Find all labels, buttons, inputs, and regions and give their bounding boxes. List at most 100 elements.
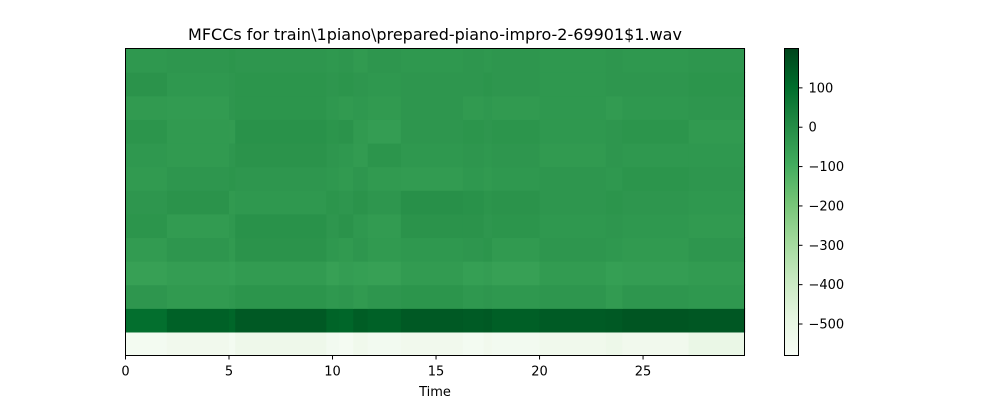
heatmap-cell	[125, 237, 168, 262]
heatmap-cell	[235, 142, 327, 168]
heatmap-cell	[539, 95, 607, 120]
heatmap-cell	[229, 72, 236, 97]
heatmap-cell	[483, 72, 493, 97]
heatmap-cell	[125, 190, 168, 215]
heatmap-cell	[229, 119, 236, 144]
heatmap-cell	[483, 261, 493, 286]
heatmap-cell	[462, 95, 485, 120]
heatmap-cell	[462, 308, 485, 333]
heatmap-cell	[483, 190, 493, 215]
heatmap-cell	[605, 308, 623, 333]
heatmap-cell	[326, 331, 340, 357]
colorbar	[784, 48, 799, 356]
heatmap-cell	[125, 142, 168, 168]
heatmap-cell	[483, 284, 493, 309]
heatmap-cell	[125, 331, 168, 357]
heatmap-cell	[622, 95, 690, 120]
heatmap-cell	[491, 72, 541, 97]
heatmap-cell	[235, 261, 327, 286]
heatmap-cell	[539, 261, 607, 286]
heatmap-cell	[462, 72, 485, 97]
heatmap-cell	[235, 166, 327, 191]
heatmap-cell	[353, 190, 369, 215]
heatmap-cell	[125, 261, 168, 286]
heatmap-cell	[483, 237, 493, 262]
heatmap-cell	[166, 166, 230, 191]
heatmap-cell	[125, 166, 168, 191]
heatmap-cell	[367, 48, 402, 73]
heatmap-cell	[367, 72, 402, 97]
heatmap-cell	[338, 308, 354, 333]
heatmap-cell	[338, 166, 354, 191]
heatmap-cell	[229, 261, 236, 286]
x-tick-label: 5	[225, 365, 233, 380]
heatmap-cell	[483, 331, 493, 357]
heatmap-cell	[229, 308, 236, 333]
heatmap-cell	[338, 72, 354, 97]
colorbar-axis: 100 0 −100 −200 −300 −400 −500	[798, 81, 845, 333]
heatmap-cell	[483, 166, 493, 191]
heatmap-cell	[622, 261, 690, 286]
heatmap-cell	[491, 95, 541, 120]
heatmap-cell	[235, 331, 327, 357]
heatmap-cell	[688, 119, 746, 144]
heatmap-cell	[326, 190, 340, 215]
heatmap-cell	[491, 142, 541, 168]
heatmap-cell	[353, 284, 369, 309]
heatmap-cell	[166, 95, 230, 120]
x-tick-label: 25	[635, 365, 652, 380]
heatmap-cell	[605, 166, 623, 191]
heatmap-cell	[605, 261, 623, 286]
heatmap-cell	[622, 142, 690, 168]
heatmap-cell	[326, 95, 340, 120]
heatmap-cell	[688, 48, 746, 73]
heatmap-cell	[605, 142, 623, 168]
x-axis-label: Time	[418, 385, 451, 400]
heatmap-cell	[622, 72, 690, 97]
heatmap-cell	[338, 95, 354, 120]
x-tick-label: 0	[121, 365, 129, 380]
heatmap-cell	[688, 190, 746, 215]
heatmap-cell	[400, 213, 464, 239]
heatmap-cell	[166, 213, 230, 239]
heatmap-cell	[622, 190, 690, 215]
heatmap-cell	[125, 308, 168, 333]
heatmap-cell	[353, 213, 369, 239]
heatmap-cell	[326, 48, 340, 73]
heatmap-cell	[326, 213, 340, 239]
heatmap-cell	[622, 166, 690, 191]
heatmap-cell	[353, 331, 369, 357]
heatmap-cell	[622, 119, 690, 144]
heatmap-cell	[605, 190, 623, 215]
heatmap-cell	[367, 308, 402, 333]
heatmap-cell	[326, 284, 340, 309]
heatmap-cell	[326, 237, 340, 262]
heatmap-cell	[229, 166, 236, 191]
heatmap-cell	[491, 308, 541, 333]
heatmap-cell	[338, 190, 354, 215]
heatmap-cell	[235, 72, 327, 97]
heatmap-cell	[491, 48, 541, 73]
heatmap-cell	[688, 308, 746, 333]
heatmap-cell	[235, 213, 327, 239]
heatmap-cell	[338, 213, 354, 239]
x-tick-label: 10	[324, 365, 341, 380]
heatmap-cell	[353, 261, 369, 286]
heatmap-cell	[353, 166, 369, 191]
heatmap-cell	[235, 95, 327, 120]
heatmap-cell	[688, 213, 746, 239]
heatmap-cell	[338, 261, 354, 286]
heatmap-cell	[483, 213, 493, 239]
heatmap-cell	[491, 331, 541, 357]
colorbar-tick-label: −200	[809, 199, 845, 214]
x-tick-label: 20	[531, 365, 548, 380]
heatmap-cell	[125, 119, 168, 144]
heatmap-cell	[622, 308, 690, 333]
heatmap-cell	[462, 237, 485, 262]
heatmap-cell	[688, 166, 746, 191]
heatmap-cell	[353, 237, 369, 262]
heatmap-cell	[166, 284, 230, 309]
heatmap-cell	[539, 308, 607, 333]
heatmap-cell	[539, 142, 607, 168]
